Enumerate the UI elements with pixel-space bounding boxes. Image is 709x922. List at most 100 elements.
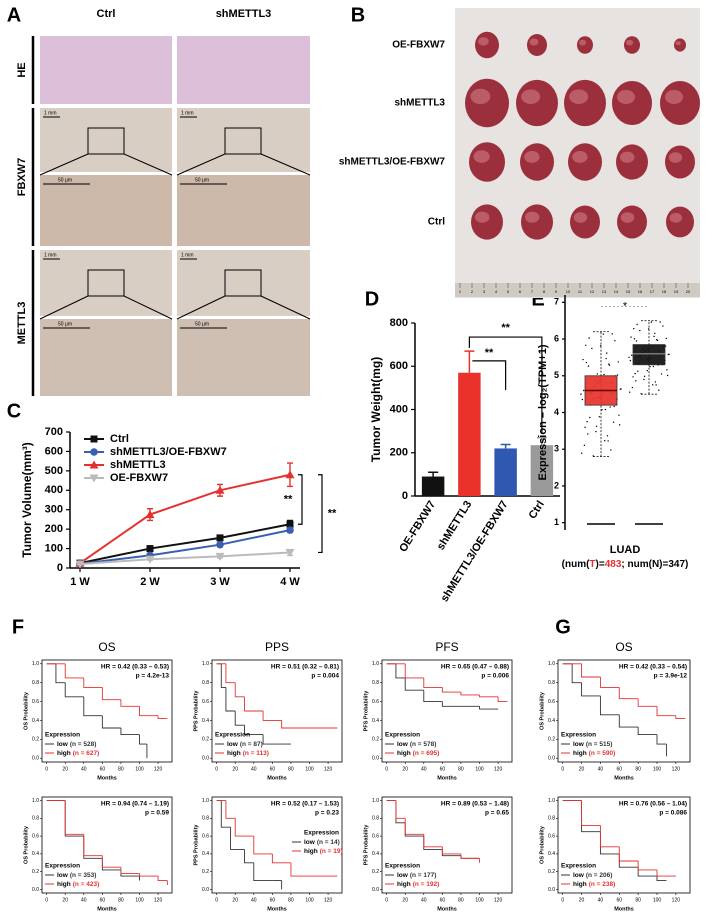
legend-title: Expression (304, 830, 339, 837)
jitter-point (604, 440, 606, 442)
survival-step (83, 696, 103, 717)
panel-letter: B (351, 4, 365, 26)
jitter-point (612, 421, 615, 423)
x-tick-label: 100 (653, 766, 662, 772)
y-tick-label: 400 (45, 484, 63, 496)
legend-count: (n = 528) (70, 741, 97, 748)
legend-title: Expression (385, 732, 420, 739)
x-axis-label: LUAD (610, 544, 641, 556)
x-tick-label: 2 W (140, 576, 160, 588)
x-tick-label: 120 (494, 897, 503, 903)
y-tick-label: 0.6 (202, 699, 209, 705)
survival-step (637, 698, 657, 707)
point (286, 526, 294, 534)
tumor-highlight (470, 88, 491, 105)
hazard-ratio: HR = 0.65 (0.47 – 0.88) (441, 664, 509, 671)
y-tick-label: 0.6 (372, 699, 379, 705)
significance-bracket (472, 360, 507, 391)
jitter-point (631, 386, 634, 389)
x-tick-label: 0 (215, 766, 218, 772)
group-label: shMETTL3 (394, 98, 445, 109)
significance-bracket (468, 336, 543, 434)
tumor (570, 205, 600, 239)
survival-step (290, 862, 338, 877)
x-tick-label: 1 W (70, 576, 90, 588)
survival-step (423, 834, 443, 848)
tumor-highlight (478, 37, 489, 46)
y-tick-label: 300 (45, 504, 63, 516)
tumor-highlight (473, 150, 490, 163)
y-tick-label: 0.6 (548, 699, 555, 705)
x-tick-label: 60 (100, 766, 106, 772)
tumor-highlight (573, 212, 588, 223)
x-axis-label: Months (437, 906, 457, 912)
jitter-point (583, 389, 585, 392)
tumor (617, 205, 647, 239)
x-tick-label: 120 (324, 897, 333, 903)
y-tick-label: 200 (45, 523, 63, 535)
tumor (471, 204, 503, 240)
y-tick-label: 0.2 (32, 737, 39, 743)
survival-step (101, 687, 121, 701)
y-tick-label: 0.8 (202, 680, 209, 686)
survival-step (271, 853, 291, 864)
significance-label: ** (485, 347, 494, 359)
x-tick-label: 60 (617, 897, 623, 903)
survival-step (441, 846, 461, 855)
tumor (624, 36, 640, 54)
micrograph (40, 108, 172, 172)
zoom-line (39, 153, 89, 176)
zoom-line (260, 295, 311, 320)
hazard-ratio: HR = 0.51 (0.32 – 0.81) (271, 664, 339, 671)
y-tick-label: 0.0 (548, 756, 555, 762)
survival-step (157, 876, 168, 882)
legend-name: low (397, 741, 409, 748)
x-tick-label: 0 (561, 766, 564, 772)
legend-count: (n = 578) (410, 741, 437, 748)
survival-step (101, 855, 121, 868)
survival-step (479, 706, 499, 710)
note-part: T (589, 559, 595, 570)
row-label: HE (16, 62, 28, 77)
legend-label: high (n = 192) (397, 881, 439, 888)
tumor-highlight (620, 151, 635, 163)
y-tick-label: 1.0 (202, 661, 209, 667)
x-tick-label: 20 (62, 897, 68, 903)
survival-step (120, 699, 140, 707)
legend-label: shMETTL3 (110, 459, 166, 471)
survival-step (571, 663, 582, 684)
y-tick-label: 200 (390, 447, 408, 459)
jitter-point (666, 374, 669, 377)
y-axis-label: PFS Probability (363, 824, 369, 866)
jitter-point (636, 323, 638, 326)
jitter-point (598, 416, 601, 418)
error-bar (428, 471, 439, 477)
survival-step (404, 663, 424, 679)
jitter-point (599, 345, 602, 347)
tumor-highlight (579, 39, 587, 46)
jitter-point (611, 333, 613, 335)
zoom-line (176, 153, 226, 176)
tumor-highlight (525, 211, 540, 223)
jitter-point (652, 384, 654, 386)
chart-title: PFS (435, 640, 458, 654)
y-tick-label: 0.4 (372, 851, 379, 857)
x-tick-label: 40 (421, 766, 427, 772)
legend-label: OE-FBXW7 (110, 472, 168, 484)
survival-step (234, 682, 245, 698)
jitter-point (628, 356, 630, 359)
survival-step (656, 706, 676, 717)
tumor (564, 79, 606, 127)
ruler-number: 4 (495, 289, 498, 294)
micrograph (40, 175, 172, 246)
group-label: Ctrl (428, 217, 445, 228)
bar (421, 476, 445, 496)
y-tick-label: 0.0 (372, 887, 379, 893)
legend-marker (89, 474, 99, 483)
y-tick-label: 0.6 (32, 833, 39, 839)
y-tick-label: 1 (554, 517, 559, 527)
survival-step (120, 728, 140, 736)
x-tick-label: 120 (672, 766, 681, 772)
survival-step (618, 846, 639, 862)
survival-step (262, 711, 282, 721)
